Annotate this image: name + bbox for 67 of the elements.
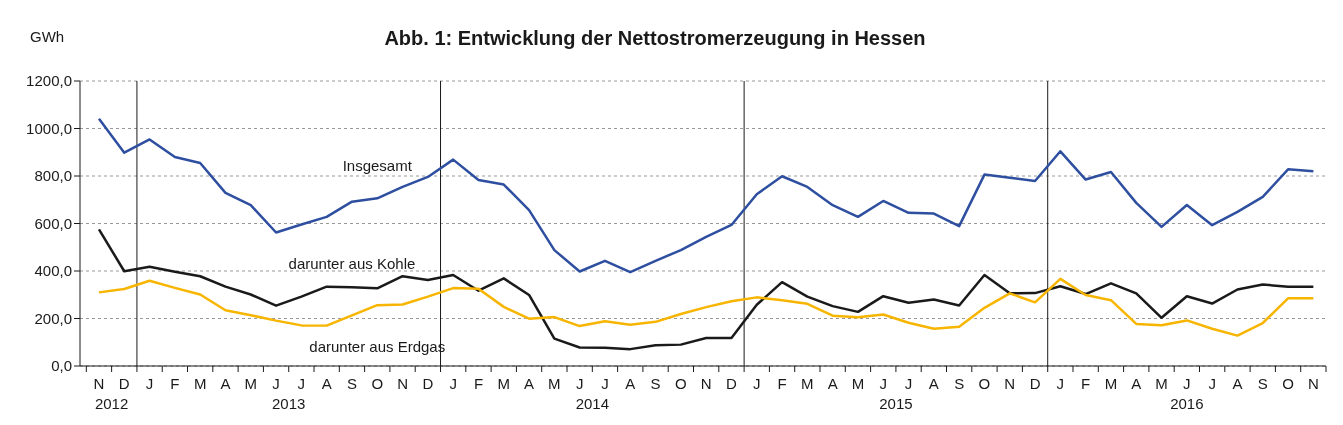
x-tick-label: F	[777, 375, 787, 392]
y-tick-label: 1200,0	[26, 72, 72, 90]
series-label: Insgesamt	[342, 157, 413, 175]
y-tick-label: 200,0	[34, 309, 72, 327]
x-tick-label: D	[726, 375, 738, 392]
x-tick-label: S	[650, 375, 661, 392]
x-tick-label: F	[473, 375, 484, 392]
x-tick-label: M	[1104, 375, 1118, 392]
x-tick-label: J	[1056, 375, 1065, 392]
text: 2015	[879, 395, 913, 412]
x-tick-label: A	[321, 375, 332, 392]
x-tick-label: D	[1029, 375, 1041, 392]
text: 2016	[1170, 395, 1204, 412]
x-tick-label: J	[753, 375, 761, 392]
x-tick-label: A	[928, 375, 939, 392]
x-tick-label: D	[422, 375, 434, 392]
x-tick-label: M	[193, 375, 207, 392]
x-tick-label: J	[575, 375, 584, 392]
x-tick-label: J	[601, 375, 609, 392]
x-tick-label: A	[1232, 375, 1243, 392]
x-tick-label: S	[346, 375, 357, 392]
x-tick-label: J	[297, 375, 306, 392]
x-tick-label: O	[1282, 375, 1294, 392]
x-tick-label: N	[397, 375, 408, 392]
x-tick-label: M	[801, 375, 814, 392]
x-tick-label: J	[1183, 375, 1191, 392]
text: 2012	[94, 395, 129, 412]
x-tick-label: O	[371, 375, 384, 392]
x-tick-label: O	[978, 375, 991, 392]
y-axis-title: GWh	[30, 28, 65, 45]
line-series	[97, 117, 1315, 274]
chart-title: Abb. 1: Entwicklung der Nettostromerzeugung in Hessen	[384, 27, 926, 49]
x-tick-label: J	[879, 375, 888, 392]
x-tick-label: M	[244, 375, 258, 392]
y-tick-label: 600,0	[34, 214, 72, 232]
x-tick-label: D	[118, 375, 130, 392]
x-tick-label: J	[145, 375, 154, 392]
x-tick-label: N	[1004, 375, 1016, 392]
y-tick-label: 800,0	[34, 167, 72, 185]
x-tick-label: N	[1307, 375, 1319, 392]
x-tick-label: S	[1257, 375, 1268, 392]
y-tick-label: 400,0	[34, 262, 72, 280]
x-tick-label: N	[700, 375, 712, 392]
x-tick-label: O	[675, 375, 687, 392]
y-tick-label: 1000,0	[26, 119, 72, 137]
x-tick-label: A	[220, 375, 231, 392]
x-tick-label: M	[497, 375, 511, 392]
x-tick-label: A	[1131, 375, 1142, 392]
x-tick-label: F	[1081, 375, 1091, 392]
x-tick-label: N	[93, 375, 105, 392]
line-series	[97, 277, 1315, 337]
x-tick-label: J	[904, 375, 913, 392]
text: 2013	[272, 395, 306, 412]
series-label: darunter aus Kohle	[288, 255, 416, 273]
x-tick-label: S	[954, 375, 965, 392]
y-tick-label: 0,0	[51, 357, 72, 375]
x-tick-label: J	[272, 375, 280, 392]
x-tick-label: A	[625, 375, 636, 392]
x-tick-label: M	[1155, 375, 1168, 392]
x-tick-label: J	[449, 375, 457, 392]
x-tick-label: A	[524, 375, 535, 392]
x-tick-label: A	[827, 375, 838, 392]
x-tick-label: M	[851, 375, 865, 392]
text: 2014	[575, 395, 609, 412]
x-tick-label: J	[1208, 375, 1216, 392]
x-tick-label: F	[170, 375, 180, 392]
x-tick-label: M	[548, 375, 561, 392]
